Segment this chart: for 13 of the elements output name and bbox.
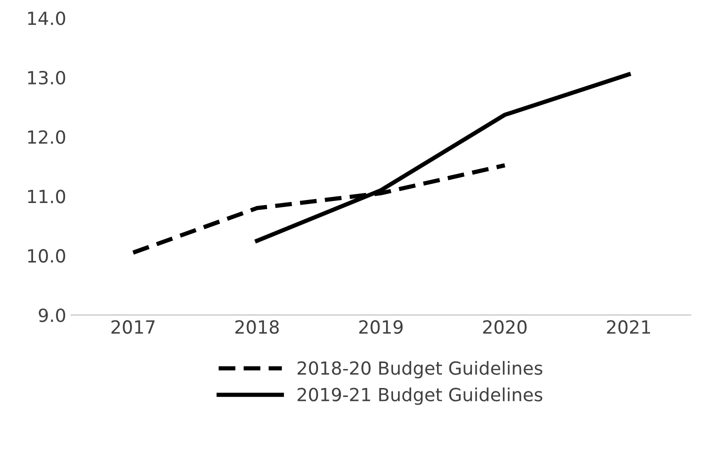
y-tick-label: 11.0 xyxy=(28,190,66,204)
y-tick-label: 10.0 xyxy=(28,249,66,263)
x-tick-label: 2019 xyxy=(359,320,403,334)
legend-label: 2018-20 Budget Guidelines xyxy=(298,360,542,378)
legend-label: 2019-21 Budget Guidelines xyxy=(298,387,542,405)
x-tick-label: 2017 xyxy=(111,320,155,334)
y-tick-label: 9.0 xyxy=(38,308,66,322)
y-tick-label: 14.0 xyxy=(28,11,66,26)
x-tick-label: 2018 xyxy=(235,320,279,334)
x-tick-label: 2020 xyxy=(483,320,527,334)
x-tick-label: 2021 xyxy=(607,320,650,334)
y-tick-label: 12.0 xyxy=(28,130,66,144)
y-tick-label: 13.0 xyxy=(28,70,66,85)
